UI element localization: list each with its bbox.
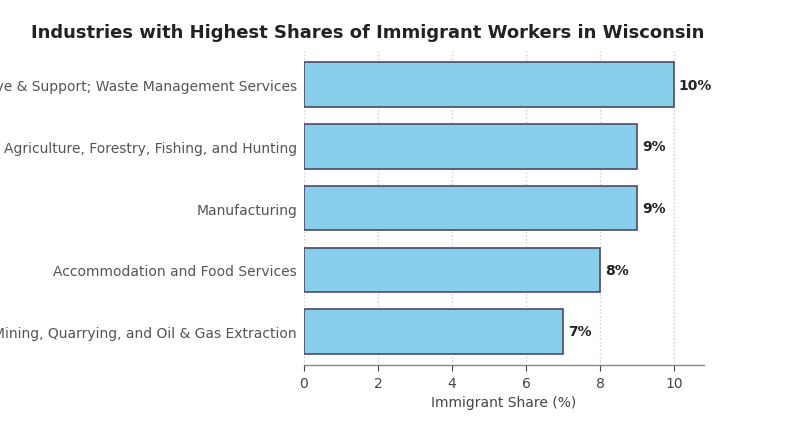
Text: 8%: 8%: [605, 263, 629, 277]
Bar: [304, 186, 638, 231]
Bar: [304, 63, 674, 108]
Bar: [304, 125, 638, 169]
Text: Industries with Highest Shares of Immigrant Workers in Wisconsin: Industries with Highest Shares of Immigr…: [30, 24, 704, 42]
Bar: [304, 310, 563, 354]
Text: 7%: 7%: [568, 325, 591, 339]
Bar: [304, 248, 600, 292]
Text: 9%: 9%: [642, 140, 666, 154]
X-axis label: Immigrant Share (%): Immigrant Share (%): [431, 396, 577, 409]
Text: 9%: 9%: [642, 202, 666, 215]
Text: 10%: 10%: [679, 78, 712, 92]
